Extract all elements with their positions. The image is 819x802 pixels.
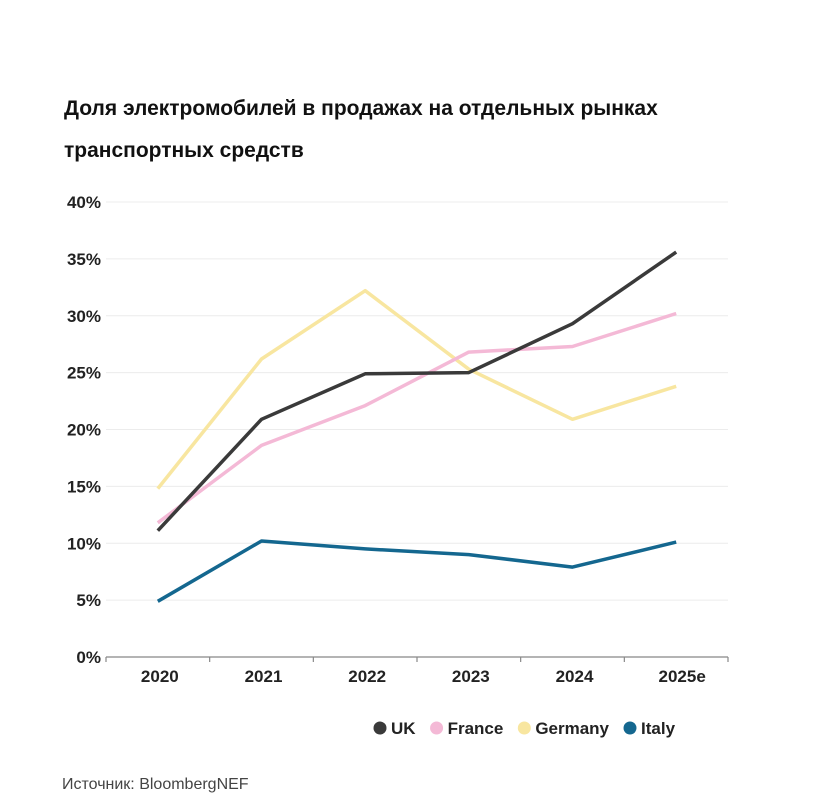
chart-title: Доля электромобилей в продажах на отдель…	[64, 97, 658, 162]
source-note: Источник: BloombergNEF	[62, 776, 249, 793]
series-line-italy	[156, 539, 677, 603]
y-tick-label: 35%	[67, 250, 101, 269]
legend-label-france: France	[448, 719, 504, 738]
y-tick-label: 5%	[76, 591, 101, 610]
y-tick-label: 40%	[67, 193, 101, 212]
x-tick-label: 2022	[348, 667, 386, 686]
y-tick-label: 30%	[67, 307, 101, 326]
series-line-germany	[156, 288, 677, 490]
y-axis-ticks: 0% 5% 10% 15% 20% 25% 30% 35% 40%	[67, 193, 101, 667]
legend-marker-uk	[373, 721, 387, 735]
legend-marker-italy	[623, 721, 637, 735]
y-tick-label: 0%	[76, 648, 101, 667]
series-line-uk	[156, 250, 678, 532]
x-tick-label: 2025e	[659, 667, 706, 686]
legend-marker-germany	[517, 721, 531, 735]
y-tick-label: 15%	[67, 477, 101, 496]
series-lines	[156, 250, 678, 603]
legend: UK France Germany Italy	[373, 719, 676, 738]
x-tick-label: 2021	[245, 667, 283, 686]
legend-marker-france	[430, 721, 444, 735]
x-tick-label: 2020	[141, 667, 179, 686]
legend-label-italy: Italy	[641, 719, 676, 738]
y-tick-label: 10%	[67, 534, 101, 553]
series-line-france	[156, 311, 677, 525]
x-tick-label: 2023	[452, 667, 490, 686]
grid-lines	[106, 201, 728, 601]
x-tick-label: 2024	[556, 667, 594, 686]
y-tick-label: 20%	[67, 421, 101, 440]
x-axis: 2020 2021 2022 2023 2024 2025e	[105, 656, 729, 686]
y-tick-label: 25%	[67, 364, 101, 383]
legend-label-germany: Germany	[535, 719, 609, 738]
legend-label-uk: UK	[391, 719, 416, 738]
